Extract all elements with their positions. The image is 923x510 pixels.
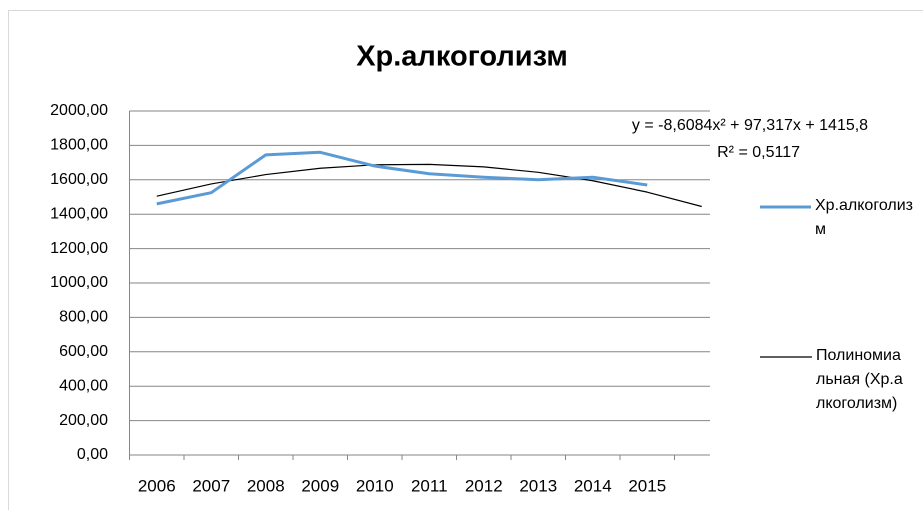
x-tick-label: 2006 <box>138 476 176 495</box>
y-tick-label: 1000,00 <box>50 274 108 291</box>
y-tick-label: 1800,00 <box>50 137 108 154</box>
x-tick-label: 2009 <box>301 476 339 495</box>
y-tick-label: 1400,00 <box>50 205 108 222</box>
x-tick-label: 2015 <box>628 476 666 495</box>
trend-r2: R² = 0,5117 <box>717 144 800 161</box>
x-tick-label: 2010 <box>356 476 394 495</box>
y-tick-label: 800,00 <box>59 309 108 326</box>
chart-border <box>8 10 923 510</box>
legend-label: Полиномиальная (Хр.алкоголизм) <box>816 347 903 412</box>
x-tick-label: 2007 <box>192 476 230 495</box>
x-tick-label: 2008 <box>247 476 285 495</box>
legend-label: Хр.алкоголизм <box>815 197 913 238</box>
chart-title: Хр.алкоголизм <box>356 41 568 73</box>
y-tick-label: 2000,00 <box>50 102 108 119</box>
y-tick-label: 0,00 <box>77 446 108 463</box>
y-tick-label: 200,00 <box>59 412 108 429</box>
y-tick-label: 600,00 <box>59 343 108 360</box>
x-tick-label: 2012 <box>465 476 503 495</box>
x-tick-label: 2011 <box>411 476 448 495</box>
y-tick-label: 400,00 <box>59 377 108 394</box>
trend-line <box>156 163 702 208</box>
x-tick-label: 2014 <box>574 476 612 495</box>
y-tick-label: 1600,00 <box>50 171 108 188</box>
data-line <box>156 150 648 206</box>
y-tick-label: 1200,00 <box>50 240 108 257</box>
trend-equation: y = -8,6084x² + 97,317x + 1415,8 <box>632 117 868 134</box>
x-tick-label: 2013 <box>519 476 557 495</box>
